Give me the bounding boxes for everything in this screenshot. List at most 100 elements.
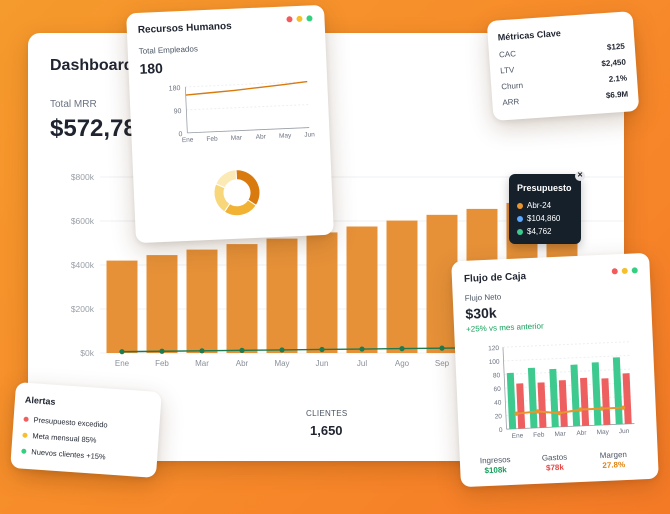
revenue-bar xyxy=(186,249,218,353)
metric-value: 2.1% xyxy=(608,73,628,84)
footer-stat-income: Ingresos $108k xyxy=(480,455,511,475)
metric-name: ARR xyxy=(502,97,520,108)
yellow-dot-icon xyxy=(22,432,28,438)
stat-value: $78k xyxy=(545,462,565,473)
blue-dot-icon xyxy=(517,215,523,222)
x-tick-label: Feb xyxy=(155,359,169,368)
revenue-bar xyxy=(226,244,258,353)
y-tick-label: $600k xyxy=(71,216,95,226)
y-tick-label: 120 xyxy=(488,345,500,352)
metric-name: Churn xyxy=(500,80,524,92)
y-tick-label: 90 xyxy=(173,108,181,115)
metric-name: CAC xyxy=(498,49,517,60)
growth-point xyxy=(279,347,285,353)
revenue-bar xyxy=(266,238,298,353)
y-tick-label: $0k xyxy=(80,348,94,358)
key-metrics-card[interactable]: Métricas Clave CAC $125 LTV $2,450 Churn… xyxy=(486,11,640,121)
clients-value: 1,650 xyxy=(310,423,343,438)
margin-point xyxy=(599,406,604,411)
revenue-bar xyxy=(346,226,378,353)
growth-point xyxy=(119,349,125,355)
y-tick-label: 40 xyxy=(494,400,502,407)
cash-flow-card[interactable]: Flujo de Caja Flujo Neto $30k +25% vs me… xyxy=(451,252,659,488)
close-icon[interactable]: ✕ xyxy=(575,171,585,181)
margin-point xyxy=(535,409,540,414)
stat-value: 27.8% xyxy=(602,460,626,471)
clients-label: CLIENTES xyxy=(306,409,348,418)
margin-point xyxy=(578,407,583,412)
x-tick-label: Feb xyxy=(533,432,545,439)
metric-value: $6.9M xyxy=(605,89,629,101)
x-tick-label: Feb xyxy=(206,136,218,143)
mrr-value: $572,78 xyxy=(50,115,137,142)
income-bar xyxy=(612,357,623,425)
x-tick-label: Mar xyxy=(195,359,209,368)
stat-label: Ingresos xyxy=(479,455,511,466)
metric-row: Churn 2.1% xyxy=(501,74,627,92)
expense-bar xyxy=(558,380,568,427)
budget-tooltip: Presupuesto ✕ Abr-24 $104,860 $4,762 xyxy=(509,171,585,244)
tooltip-row: Abr-24 xyxy=(517,201,551,210)
grid-line xyxy=(504,382,633,389)
margin-point xyxy=(620,405,626,410)
income-bar xyxy=(527,367,538,429)
page-title: Dashboard xyxy=(50,57,134,74)
x-tick-label: Abr xyxy=(256,133,267,140)
grid-line xyxy=(504,368,633,376)
y-axis xyxy=(502,347,507,430)
x-tick-label: Ene xyxy=(182,137,194,145)
x-tick-label: Abr xyxy=(236,359,249,368)
y-tick-label: $400k xyxy=(71,260,95,270)
metric-row: ARR $6.9M xyxy=(502,90,628,108)
income-bar xyxy=(506,372,517,430)
y-tick-label: 60 xyxy=(493,386,501,393)
alert-text: Meta mensual 85% xyxy=(32,431,97,445)
employees-line-chart: 0 90 180 Ene Feb Mar Abr May Jun xyxy=(169,80,315,217)
x-tick-label: Jul xyxy=(357,359,367,368)
employees-line xyxy=(185,80,308,96)
x-tick-label: Sep xyxy=(435,359,450,368)
income-bar xyxy=(591,362,602,426)
donut-slice xyxy=(215,169,237,189)
expense-bar xyxy=(601,378,611,425)
growth-point xyxy=(159,348,165,354)
x-tick-label: Abr xyxy=(576,430,587,437)
y-tick-label: 0 xyxy=(499,427,503,434)
margin-line xyxy=(516,406,624,415)
hr-card[interactable]: Recursos Humanos Total Empleados 180 0 90… xyxy=(126,4,334,244)
x-tick-label: Jun xyxy=(304,131,315,138)
revenue-bar xyxy=(106,260,138,353)
cash-flow-chart: 0 20 40 60 80 100 120 Ene Feb Mar Abr May Jun xyxy=(488,341,635,440)
grid-line xyxy=(505,409,634,417)
green-dot-icon xyxy=(517,228,523,235)
x-tick-label: May xyxy=(279,132,292,140)
tooltip-title: Presupuesto xyxy=(517,183,572,193)
growth-point xyxy=(399,346,405,352)
alert-item[interactable]: Nuevos clientes +15% xyxy=(21,447,106,461)
grid-line xyxy=(505,395,634,403)
margin-point xyxy=(557,410,562,416)
revenue-bar xyxy=(306,232,338,353)
x-axis xyxy=(187,127,310,134)
footer-stat-margin: Margen 27.8% xyxy=(600,450,628,470)
revenue-bar xyxy=(146,255,178,353)
growth-point xyxy=(439,345,445,351)
x-tick-label: Mar xyxy=(231,134,243,142)
x-tick-label: May xyxy=(596,429,609,437)
metric-row: CAC $125 xyxy=(499,42,625,60)
alert-item[interactable]: Presupuesto excedido xyxy=(23,415,108,429)
x-tick-label: Ene xyxy=(115,359,130,368)
metric-value: $125 xyxy=(606,41,626,52)
alerts-card[interactable]: Alertas Presupuesto excedido Meta mensua… xyxy=(10,382,162,478)
grid-line xyxy=(503,354,632,362)
y-tick-label: 180 xyxy=(169,85,181,93)
x-tick-label: Mar xyxy=(554,431,566,439)
margin-point xyxy=(514,411,519,416)
stat-label: Margen xyxy=(599,449,628,461)
growth-point xyxy=(239,347,245,353)
x-tick-label: Ene xyxy=(512,432,524,440)
tooltip-text: Abr-24 xyxy=(527,201,552,210)
metric-row: LTV $2,450 xyxy=(500,58,626,76)
alert-item[interactable]: Meta mensual 85% xyxy=(22,431,97,445)
y-tick-label: 80 xyxy=(493,372,501,379)
